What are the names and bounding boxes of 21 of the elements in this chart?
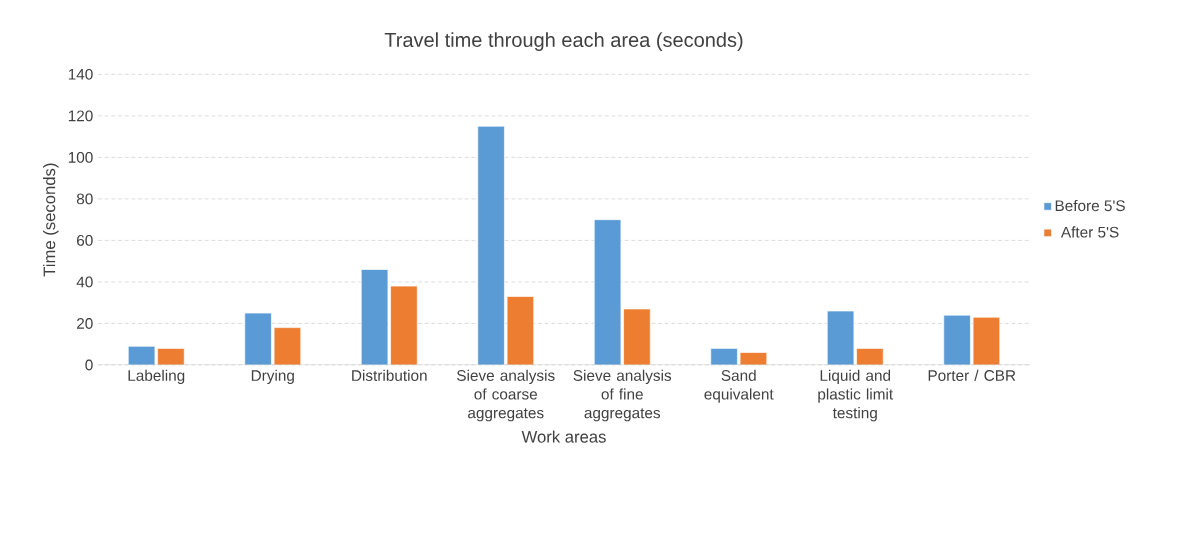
x-tick-label: Distribution [352, 369, 427, 381]
y-tick-label: 120 [68, 110, 93, 122]
x-tick-label: Drying [251, 369, 294, 384]
y-tick-label: 80 [76, 193, 93, 205]
x-tick-label: Sieve analysis of coarse aggregates [457, 369, 555, 422]
legend-label: After 5'S [1060, 226, 1119, 238]
y-tick-label: 100 [68, 151, 93, 163]
x-tick-label: Porter / CBR [928, 369, 1016, 381]
legend-label: Before 5'S [1055, 199, 1125, 212]
y-tick-label: 60 [77, 234, 93, 246]
x-tick-label: Liquid and plastic limit testing [818, 369, 894, 422]
y-tick-label: 20 [77, 318, 93, 329]
y-tick-label: 0 [85, 359, 93, 371]
y-axis-title: Time (seconds) [43, 163, 59, 277]
y-tick-label: 140 [68, 68, 93, 80]
y-tick-label: 40 [76, 276, 93, 288]
x-tick-label: Sand equivalent [704, 369, 774, 403]
x-tick-label: Sieve analysis of fine aggregates [573, 369, 672, 422]
x-axis-title: Work areas [521, 430, 606, 443]
x-tick-label: Labeling [128, 369, 185, 384]
chart-title: Travel time through each area (seconds) [384, 32, 743, 51]
